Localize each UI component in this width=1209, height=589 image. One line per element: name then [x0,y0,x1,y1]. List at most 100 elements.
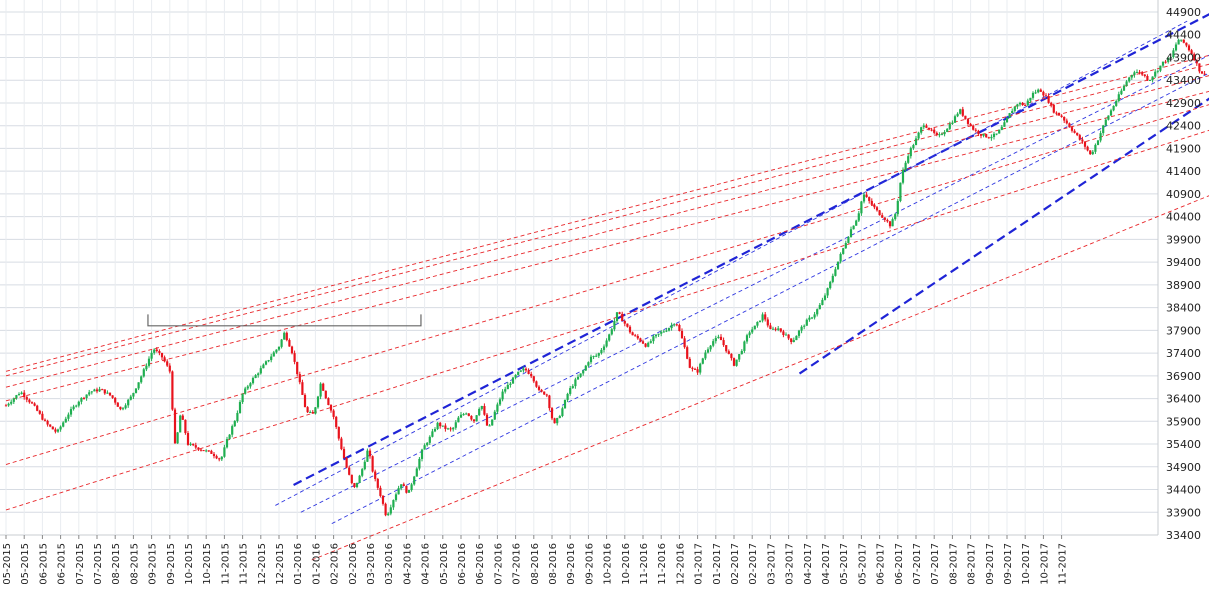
candle-down [688,358,691,368]
candle-down [623,321,626,324]
candle-up [462,414,465,416]
candle-down [186,433,190,445]
candle-up [420,449,424,459]
candle-up [1177,39,1180,45]
candle-down [977,130,980,135]
candle-up [745,335,749,342]
candle-up [1018,102,1022,105]
candle-down [675,324,678,326]
candle-down [782,331,785,335]
candle-up [821,299,824,305]
candle-down [930,129,933,131]
x-tick-label: 09-12-2015 [257,543,268,584]
candle-up [951,122,954,125]
candle-down [987,137,990,139]
x-tick-label: 06-10-2015 [184,543,195,584]
candle-down [30,402,34,404]
candle-up [800,326,803,331]
candle-up [238,402,242,413]
candle-up [748,332,751,336]
y-tick-label: 39400 [1166,256,1201,269]
candle-up [909,148,912,157]
x-tick-label: 21-09-2015 [166,543,177,584]
candle-down [974,129,977,131]
candle-up [1128,77,1131,82]
candle-down [1195,60,1198,64]
candle-up [145,365,148,370]
candle-up [361,469,364,476]
candle-up [613,321,616,330]
y-tick-label: 40400 [1166,211,1201,224]
candle-up [959,109,962,114]
candle-up [938,134,941,136]
candle-down [166,361,169,366]
candle-up [77,401,80,406]
candle-up [605,340,608,347]
candle-up [1008,113,1011,118]
x-tick-label: 26-10-2017 [1039,543,1050,584]
candle-down [927,127,931,130]
candle-down [1024,105,1027,107]
y-tick-label: 34900 [1166,461,1201,474]
x-tick-label: 02-02-2017 [730,543,741,584]
candle-down [114,397,117,403]
candle-up [121,408,125,410]
candle-up [914,138,918,146]
candle-up [491,419,494,426]
candle-up [275,349,278,353]
candle-down [636,335,639,339]
candle-up [246,386,249,389]
candle-up [254,375,257,378]
candle-up [270,356,273,361]
candle-up [852,225,855,230]
candle-down [1057,112,1061,116]
candle-up [699,363,702,373]
x-tick-label: 03-08-2016 [530,543,541,584]
candle-down [43,419,47,421]
x-tick-label: 30-03-2016 [384,543,395,584]
candle-up [740,350,743,355]
x-tick-label: 29-11-2016 [657,543,668,584]
candle-up [649,341,652,343]
y-tick-label: 41900 [1166,142,1201,155]
candle-up [907,156,910,163]
candle-up [712,341,715,346]
trendline-red [5,90,1209,402]
candle-down [1078,135,1081,140]
candle-up [899,182,902,201]
candle-up [1174,44,1178,51]
candle-up [1005,117,1009,123]
candle-up [896,200,899,215]
candle-up [1117,94,1120,102]
x-tick-label: 25-10-2016 [621,543,632,584]
x-tick-label: 11-10-2017 [1021,543,1032,584]
candle-up [982,133,985,136]
candle-up [366,450,369,462]
x-tick-label: 22-10-2015 [202,543,213,584]
candle-up [891,219,894,227]
candle-down [537,386,541,390]
candle-up [267,360,270,362]
candle-down [691,367,694,369]
candle-up [1094,144,1097,152]
candle-up [514,374,517,378]
candle-down [548,395,551,409]
candle-down [350,474,353,484]
candle-up [1169,57,1172,59]
candle-down [1146,76,1149,81]
candle-up [277,346,281,350]
candle-down [545,394,548,396]
candle-down [722,340,725,346]
candle-down [301,382,304,395]
candle-up [496,404,499,412]
candle-up [189,443,192,445]
candle-up [953,116,957,123]
candle-up [587,362,590,366]
candle-down [719,336,723,341]
y-tick-label: 33900 [1166,506,1201,519]
candle-down [1065,120,1068,124]
candle-up [1120,90,1123,95]
candle-down [160,352,164,358]
candle-down [865,194,868,198]
candle-down [1203,73,1206,75]
